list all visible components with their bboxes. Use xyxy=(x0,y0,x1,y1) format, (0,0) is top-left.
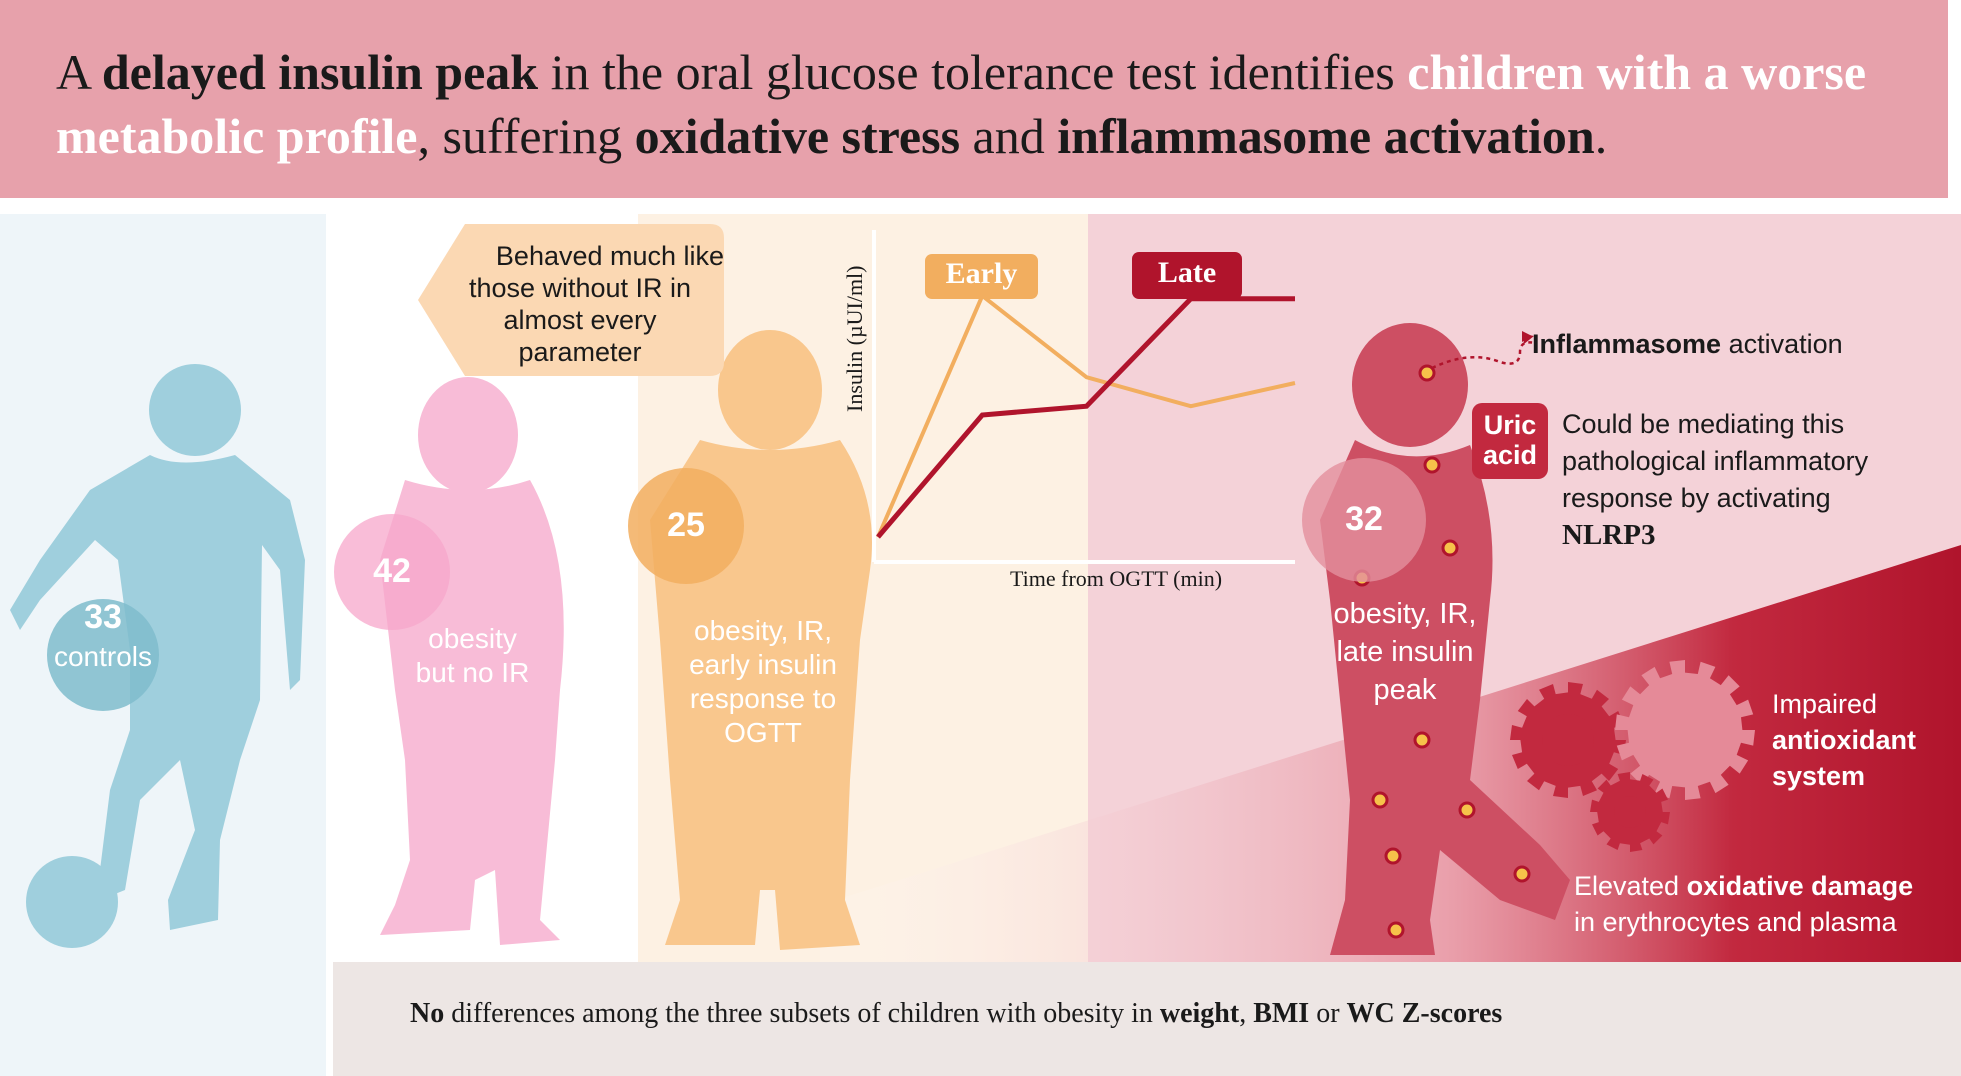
early-tag: Early xyxy=(945,257,1018,290)
gear-icon xyxy=(1510,660,1755,852)
arrow-head-icon xyxy=(1522,331,1532,342)
mediating-text: Could be mediating this pathological inf… xyxy=(1562,409,1869,551)
uric-acid-tag: Uric acid xyxy=(1482,410,1538,470)
chart-y-label: Insulin (µUI/ml) xyxy=(842,265,867,413)
controls-count-circle xyxy=(47,599,159,711)
late-label: obesity, IR, late insulin peak xyxy=(1333,598,1477,706)
inflammasome-text: Inflammasome activation xyxy=(1532,329,1843,359)
late-count-circle xyxy=(1302,458,1426,582)
gear-hole xyxy=(1542,714,1594,766)
early-tag-bg xyxy=(925,254,1038,299)
late-tag-bg xyxy=(1132,252,1242,299)
controls-count: 33 xyxy=(84,598,122,636)
obesity-no-ir-label: obesity but no IR xyxy=(415,623,530,688)
uric-acid-tag-bg xyxy=(1472,403,1548,479)
late-tag: Late xyxy=(1157,256,1217,289)
obesity-no-ir-count-circle xyxy=(334,514,450,630)
controls-label: controls xyxy=(53,641,153,672)
early-count: 25 xyxy=(667,506,705,544)
footer-panel xyxy=(333,962,1961,1076)
early-label: obesity, IR, early insulin response to OGTT xyxy=(689,615,837,748)
speech-bubble xyxy=(418,224,724,376)
early-count-circle xyxy=(628,468,744,584)
series-line-early xyxy=(876,292,1296,538)
footer-note: No differences among the three subsets o… xyxy=(410,998,1503,1029)
chart-x-label: Time from OGTT (min) xyxy=(1010,566,1223,591)
impaired-antioxidant-text: Impaired antioxidant system xyxy=(1772,689,1917,791)
late-count: 32 xyxy=(1345,500,1383,538)
title-banner xyxy=(0,0,1948,198)
bubble-text: Behaved much like those without IR in al… xyxy=(468,241,725,367)
page-title: A delayed insulin peak in the oral gluco… xyxy=(56,44,1867,164)
controls-child-silhouette xyxy=(10,364,305,948)
gear-hole xyxy=(1639,684,1731,776)
elevated-oxidative-text: Elevated oxidative damage in erythrocyte… xyxy=(1574,871,1914,937)
gear-hole xyxy=(1614,796,1646,828)
obesity-no-ir-count: 42 xyxy=(373,552,411,590)
inflammasome-arrow xyxy=(1431,341,1536,370)
